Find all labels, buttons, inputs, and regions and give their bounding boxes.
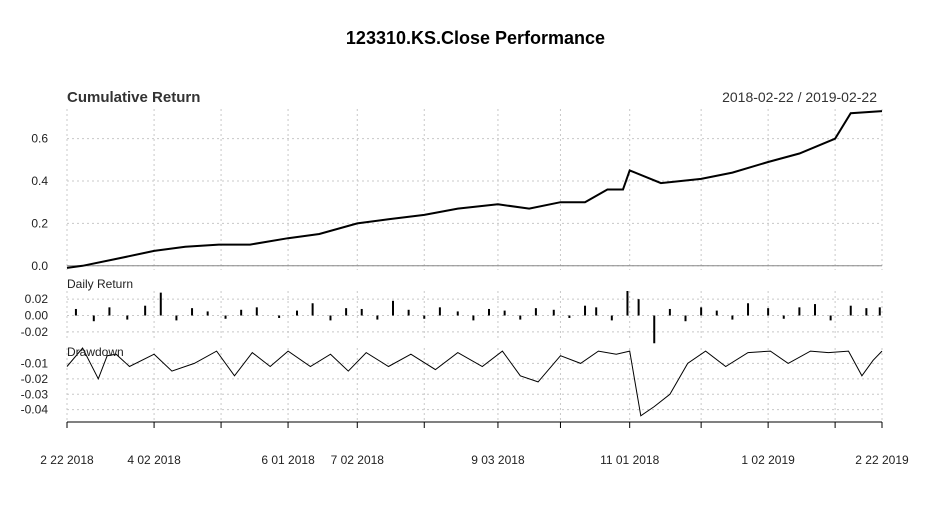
drawdown-panel-title: Drawdown [67,345,124,359]
cumulative-return-ytick-label: 0.0 [31,259,48,273]
x-axis-tick-label: 9 03 2018 [471,453,525,467]
grid-layer [66,109,883,422]
x-axis-tick-label: 2 22 2018 [40,453,94,467]
x-axis-tick-label: 2 22 2019 [855,453,909,467]
daily-return-ytick-label: -0.02 [21,325,49,339]
daily-return-ytick-label: 0.02 [25,292,49,306]
text-layer: Cumulative Return 2018-02-22 / 2019-02-2… [21,89,909,467]
cumulative-return-ytick-label: 0.6 [31,132,48,146]
date-range-label: 2018-02-22 / 2019-02-22 [722,89,877,105]
drawdown-series-line [66,347,883,417]
daily-return-ytick-label: 0.00 [25,309,49,323]
cumulative-return-panel-title: Cumulative Return [67,89,200,106]
x-axis-tick-label: 1 02 2019 [741,453,795,467]
cumulative-return-series-line [66,110,883,269]
drawdown-ytick-label: -0.01 [21,356,49,370]
drawdown-ytick-label: -0.04 [21,403,49,417]
cumulative-return-ytick-label: 0.2 [31,216,48,230]
marks-layer [66,110,883,428]
x-axis-tick-label: 11 01 2018 [600,453,659,467]
chart-title: 123310.KS.Close Performance [345,28,606,48]
x-axis-tick-label: 4 02 2018 [127,453,181,467]
cumulative-return-ytick-label: 0.4 [31,174,48,188]
daily-return-panel-title: Daily Return [67,277,133,291]
x-axis-tick-label: 6 01 2018 [261,453,315,467]
drawdown-ytick-label: -0.03 [21,387,49,401]
drawdown-ytick-label: -0.02 [21,372,49,386]
x-axis-tick-label: 7 02 2018 [331,453,385,467]
